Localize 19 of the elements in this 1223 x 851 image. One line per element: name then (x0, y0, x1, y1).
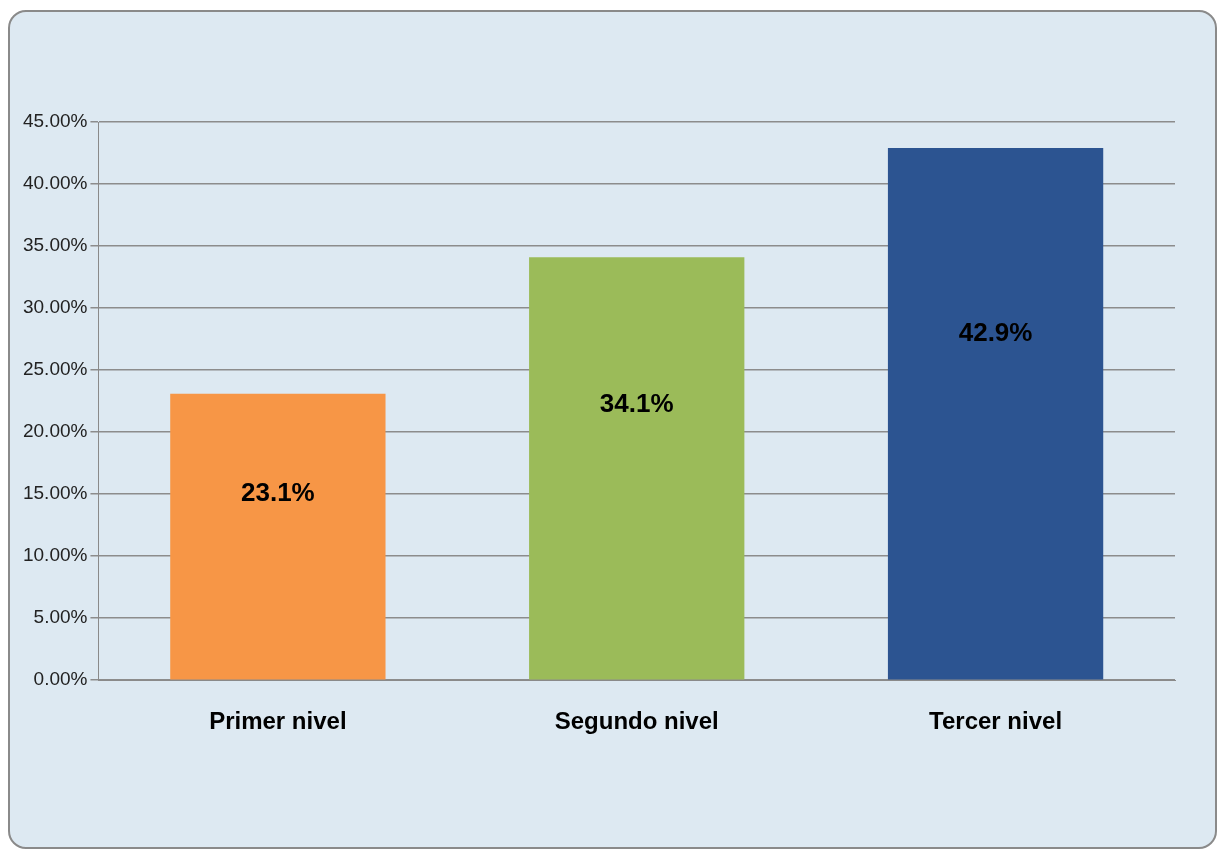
y-tick-label: 25.00% (22, 358, 88, 380)
x-tick-label: Segundo nivel (554, 707, 719, 735)
y-tick-label: 15.00% (22, 482, 88, 504)
y-tick-label: 10.00% (22, 544, 88, 566)
y-tick-label: 5.00% (33, 606, 88, 628)
data-label: 23.1% (241, 476, 315, 507)
y-tick-label: 20.00% (22, 420, 88, 442)
bar (529, 257, 745, 680)
y-tick-label: 30.00% (22, 296, 88, 318)
data-label: 42.9% (958, 317, 1033, 348)
y-tick-label: 0.00% (33, 668, 88, 690)
x-tick-label: Primer nivel (209, 707, 347, 735)
x-tick-label: Tercer nivel (929, 707, 1063, 735)
y-tick-label: 40.00% (22, 172, 88, 194)
bar (887, 148, 1104, 680)
bar (170, 393, 386, 680)
y-tick-label: 35.00% (22, 234, 88, 256)
data-label: 34.1% (599, 388, 674, 419)
y-tick-label: 45.00% (22, 110, 88, 132)
